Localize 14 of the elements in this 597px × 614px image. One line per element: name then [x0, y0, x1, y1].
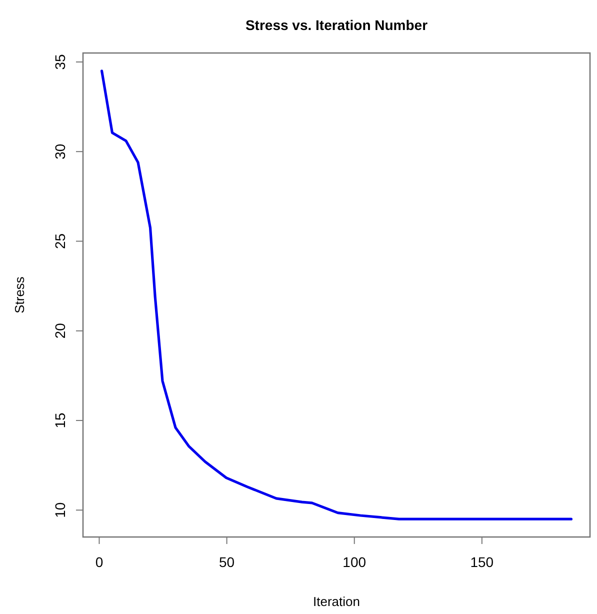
y-tick-label: 15 [52, 412, 68, 428]
x-axis-title: Iteration [313, 594, 360, 609]
x-tick-label: 50 [219, 554, 235, 570]
y-tick-label: 10 [52, 502, 68, 518]
y-tick-label: 25 [52, 233, 68, 250]
y-tick-label: 20 [52, 322, 68, 339]
x-tick-label: 0 [95, 554, 104, 570]
y-tick-label: 30 [52, 144, 68, 160]
y-tick-label: 35 [52, 54, 68, 70]
y-axis-title: Stress [12, 276, 27, 314]
chart-title: Stress vs. Iteration Number [245, 17, 428, 33]
line-series [100, 70, 573, 520]
x-tick-label: 150 [470, 554, 494, 570]
x-tick-label: 100 [342, 554, 366, 570]
